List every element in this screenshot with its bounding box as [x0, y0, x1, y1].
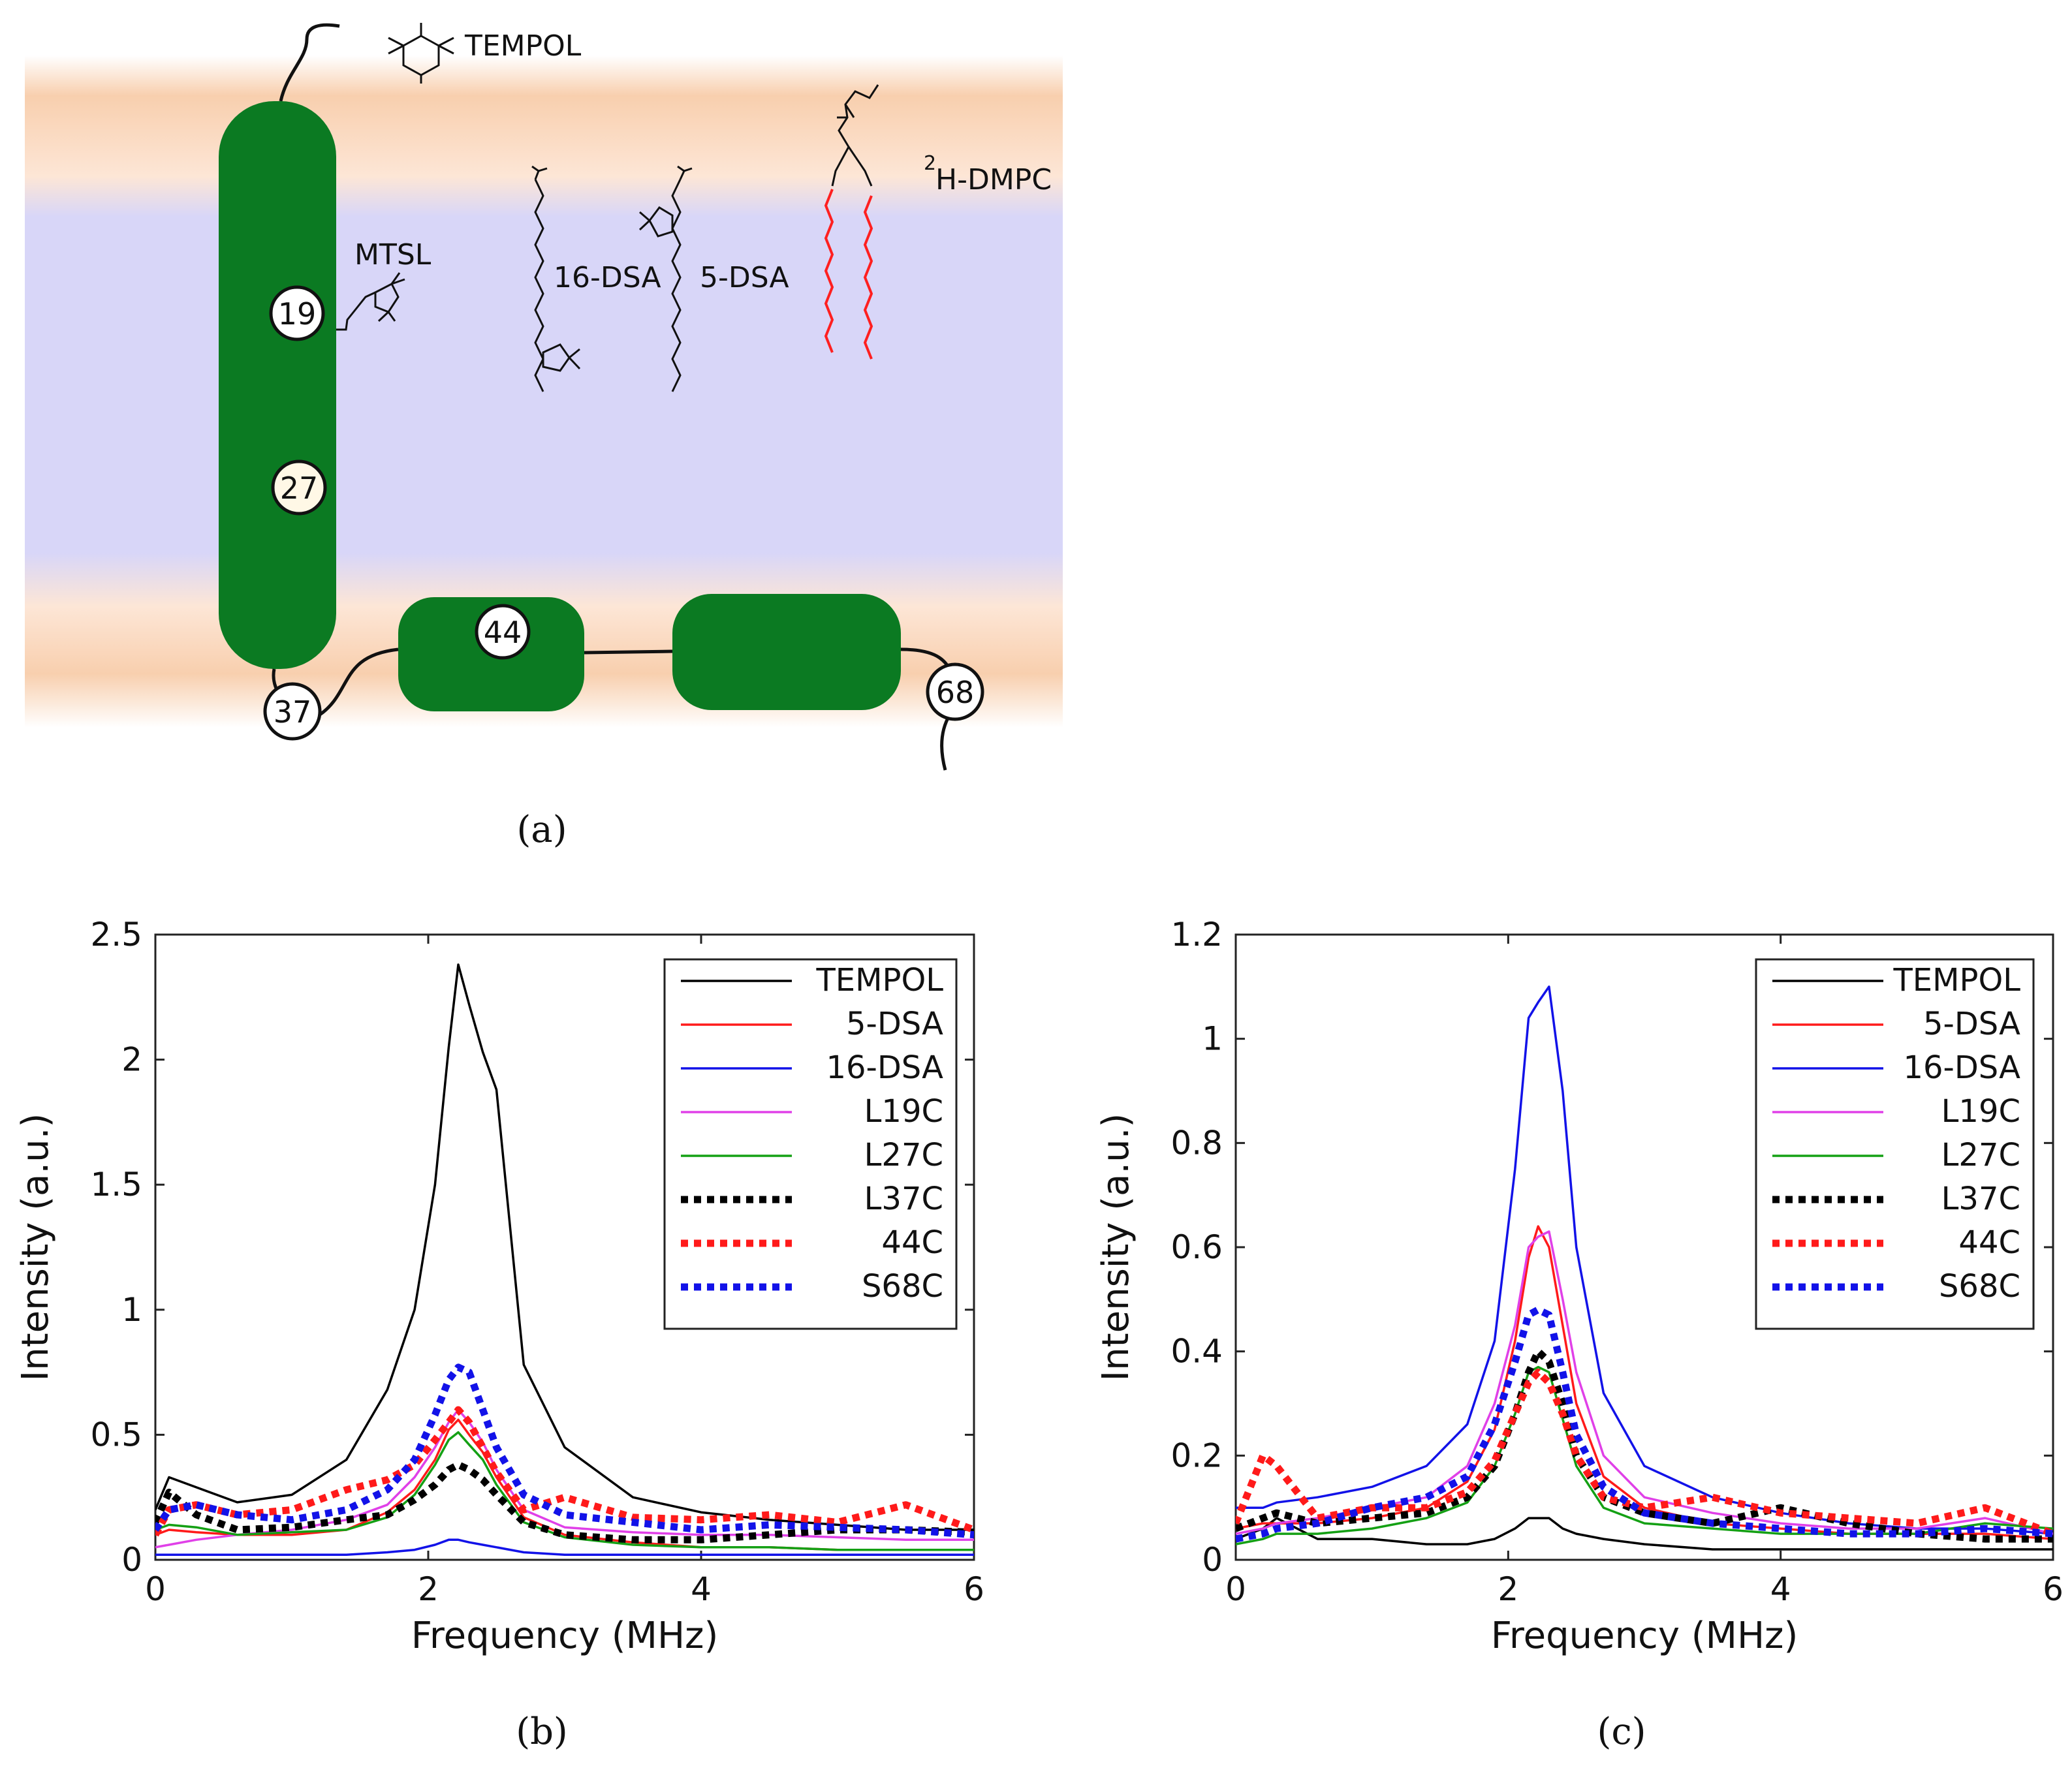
y-tick-label: 0	[121, 1541, 142, 1579]
legend-entry: TEMPOL	[1892, 962, 2020, 999]
residue-44-label: 44	[484, 615, 522, 650]
x-tick-label: 0	[145, 1570, 166, 1608]
legend-entry: 16-DSA	[1903, 1049, 2020, 1086]
legend-entry: S68C	[862, 1268, 943, 1305]
y-tick-label: 1.5	[90, 1166, 142, 1203]
dmpc-label: H-DMPC	[935, 163, 1052, 196]
legend-entry: 5-DSA	[846, 1006, 943, 1042]
legend-entry: L27C	[864, 1137, 943, 1173]
series-group	[1236, 985, 2053, 1551]
series-line-s68c	[1236, 1306, 2053, 1543]
dsa16-label: 16-DSA	[554, 261, 661, 294]
y-tick-label: 0.4	[1170, 1333, 1223, 1371]
series-line-l37c	[1236, 1348, 2053, 1543]
series-line-s68c	[155, 1363, 974, 1539]
residue-68: 68	[926, 662, 984, 721]
series-line-l19c	[155, 1408, 974, 1549]
x-axis-label: Frequency (MHz)	[1491, 1615, 1798, 1657]
mtsl-label: MTSL	[354, 238, 432, 271]
dmpc-chain-1	[824, 189, 834, 353]
panel-label-b: (b)	[516, 1711, 568, 1753]
dsa16-chain	[534, 179, 544, 392]
mtsl-molecule-icon	[336, 272, 405, 331]
legend-entry: 16-DSA	[826, 1049, 943, 1086]
legend-entry: S68C	[1939, 1268, 2020, 1305]
series-line-l27c	[155, 1431, 974, 1551]
dmpc-superscript: 2	[924, 152, 936, 175]
series-line-l37c	[155, 1461, 974, 1543]
n-terminal-loop	[279, 23, 340, 102]
y-tick-label: 0.8	[1170, 1124, 1223, 1162]
dsa5-carboxyl	[677, 165, 693, 180]
series-line-16-dsa	[155, 1538, 974, 1557]
dsa5-nitroxide-icon	[638, 206, 674, 238]
series-line-l27c	[1236, 1365, 2053, 1545]
chart-panel-c: 0 2 4 6 0 0.2 0.4 0.6 0.8 1 1.2 Frequency (MHz) Inte…	[1095, 916, 2064, 1657]
y-tick-label: 1	[121, 1291, 142, 1329]
loop-helices	[584, 649, 673, 655]
series-line-44c	[1236, 1369, 2053, 1538]
y-tick-label: 1.2	[1170, 916, 1223, 954]
y-tick-label: 0.5	[90, 1416, 142, 1453]
residue-19-label: 19	[278, 296, 317, 332]
y-tick-label: 0.6	[1170, 1228, 1223, 1266]
residue-37: 37	[263, 682, 322, 741]
x-axis-label: Frequency (MHz)	[411, 1615, 719, 1657]
y-tick-label: 0.2	[1170, 1436, 1223, 1474]
legend-entry: 44C	[881, 1224, 943, 1261]
residue-27: 27	[271, 459, 327, 516]
legend-entry: L19C	[1941, 1093, 2020, 1130]
amphipathic-helix-2	[672, 594, 901, 710]
dsa5-label: 5-DSA	[700, 261, 789, 294]
tempol-label: TEMPOL	[464, 29, 582, 63]
dsa16-carboxyl	[531, 165, 548, 180]
y-axis-label: Intensity (a.u.)	[1095, 1113, 1137, 1382]
residue-37-label: 37	[274, 694, 312, 730]
residue-68-label: 68	[936, 675, 975, 710]
y-tick-label: 2.5	[90, 916, 142, 954]
legend-entry: L37C	[1941, 1181, 2020, 1217]
plot-frame	[154, 933, 975, 1561]
legend-box	[663, 958, 958, 1330]
x-tick-label: 4	[691, 1570, 712, 1608]
residue-19: 19	[269, 285, 325, 341]
x-tick-label: 2	[1498, 1570, 1518, 1608]
legend-entry: TEMPOL	[815, 962, 943, 999]
panel-label-a: (a)	[516, 809, 567, 851]
tempol-molecule-icon	[388, 23, 454, 84]
y-axis-label: Intensity (a.u.)	[14, 1113, 57, 1382]
transmembrane-helix	[219, 101, 336, 669]
legend-entry: 44C	[1958, 1224, 2020, 1261]
legend-entry: L37C	[864, 1181, 943, 1217]
series-group	[155, 963, 974, 1557]
x-tick-label: 0	[1225, 1570, 1246, 1608]
dsa5-chain	[671, 179, 682, 392]
chart-panel-b: 0 2 4 6 0 0.5 1 1.5 2 2.5 Frequency (MHz) Intensity…	[14, 916, 984, 1657]
y-tick-label: 0	[1202, 1541, 1223, 1579]
dsa16-nitroxide-icon	[542, 343, 581, 372]
residue-27-label: 27	[280, 471, 319, 506]
residue-44: 44	[475, 604, 531, 660]
legend-entry: L27C	[1941, 1137, 2020, 1173]
y-tick-label: 2	[121, 1041, 142, 1079]
series-line-tempol	[1236, 1517, 2053, 1551]
panel-label-c: (c)	[1597, 1711, 1646, 1753]
legend-entry: 5-DSA	[1923, 1006, 2020, 1042]
series-line-tempol	[155, 963, 974, 1531]
legend-entry: L19C	[864, 1093, 943, 1130]
dmpc-chain-2	[863, 195, 873, 360]
x-tick-label: 6	[964, 1570, 984, 1608]
legend-box	[1755, 958, 2035, 1330]
x-tick-label: 2	[418, 1570, 439, 1608]
schematic-panel: 19 27 44 37 68 TEMPOL MTSL	[25, 23, 1063, 851]
x-tick-label: 6	[2043, 1570, 2064, 1608]
x-tick-label: 4	[1770, 1570, 1791, 1608]
dmpc-headgroup-icon	[831, 84, 879, 187]
y-tick-label: 1	[1202, 1020, 1223, 1058]
